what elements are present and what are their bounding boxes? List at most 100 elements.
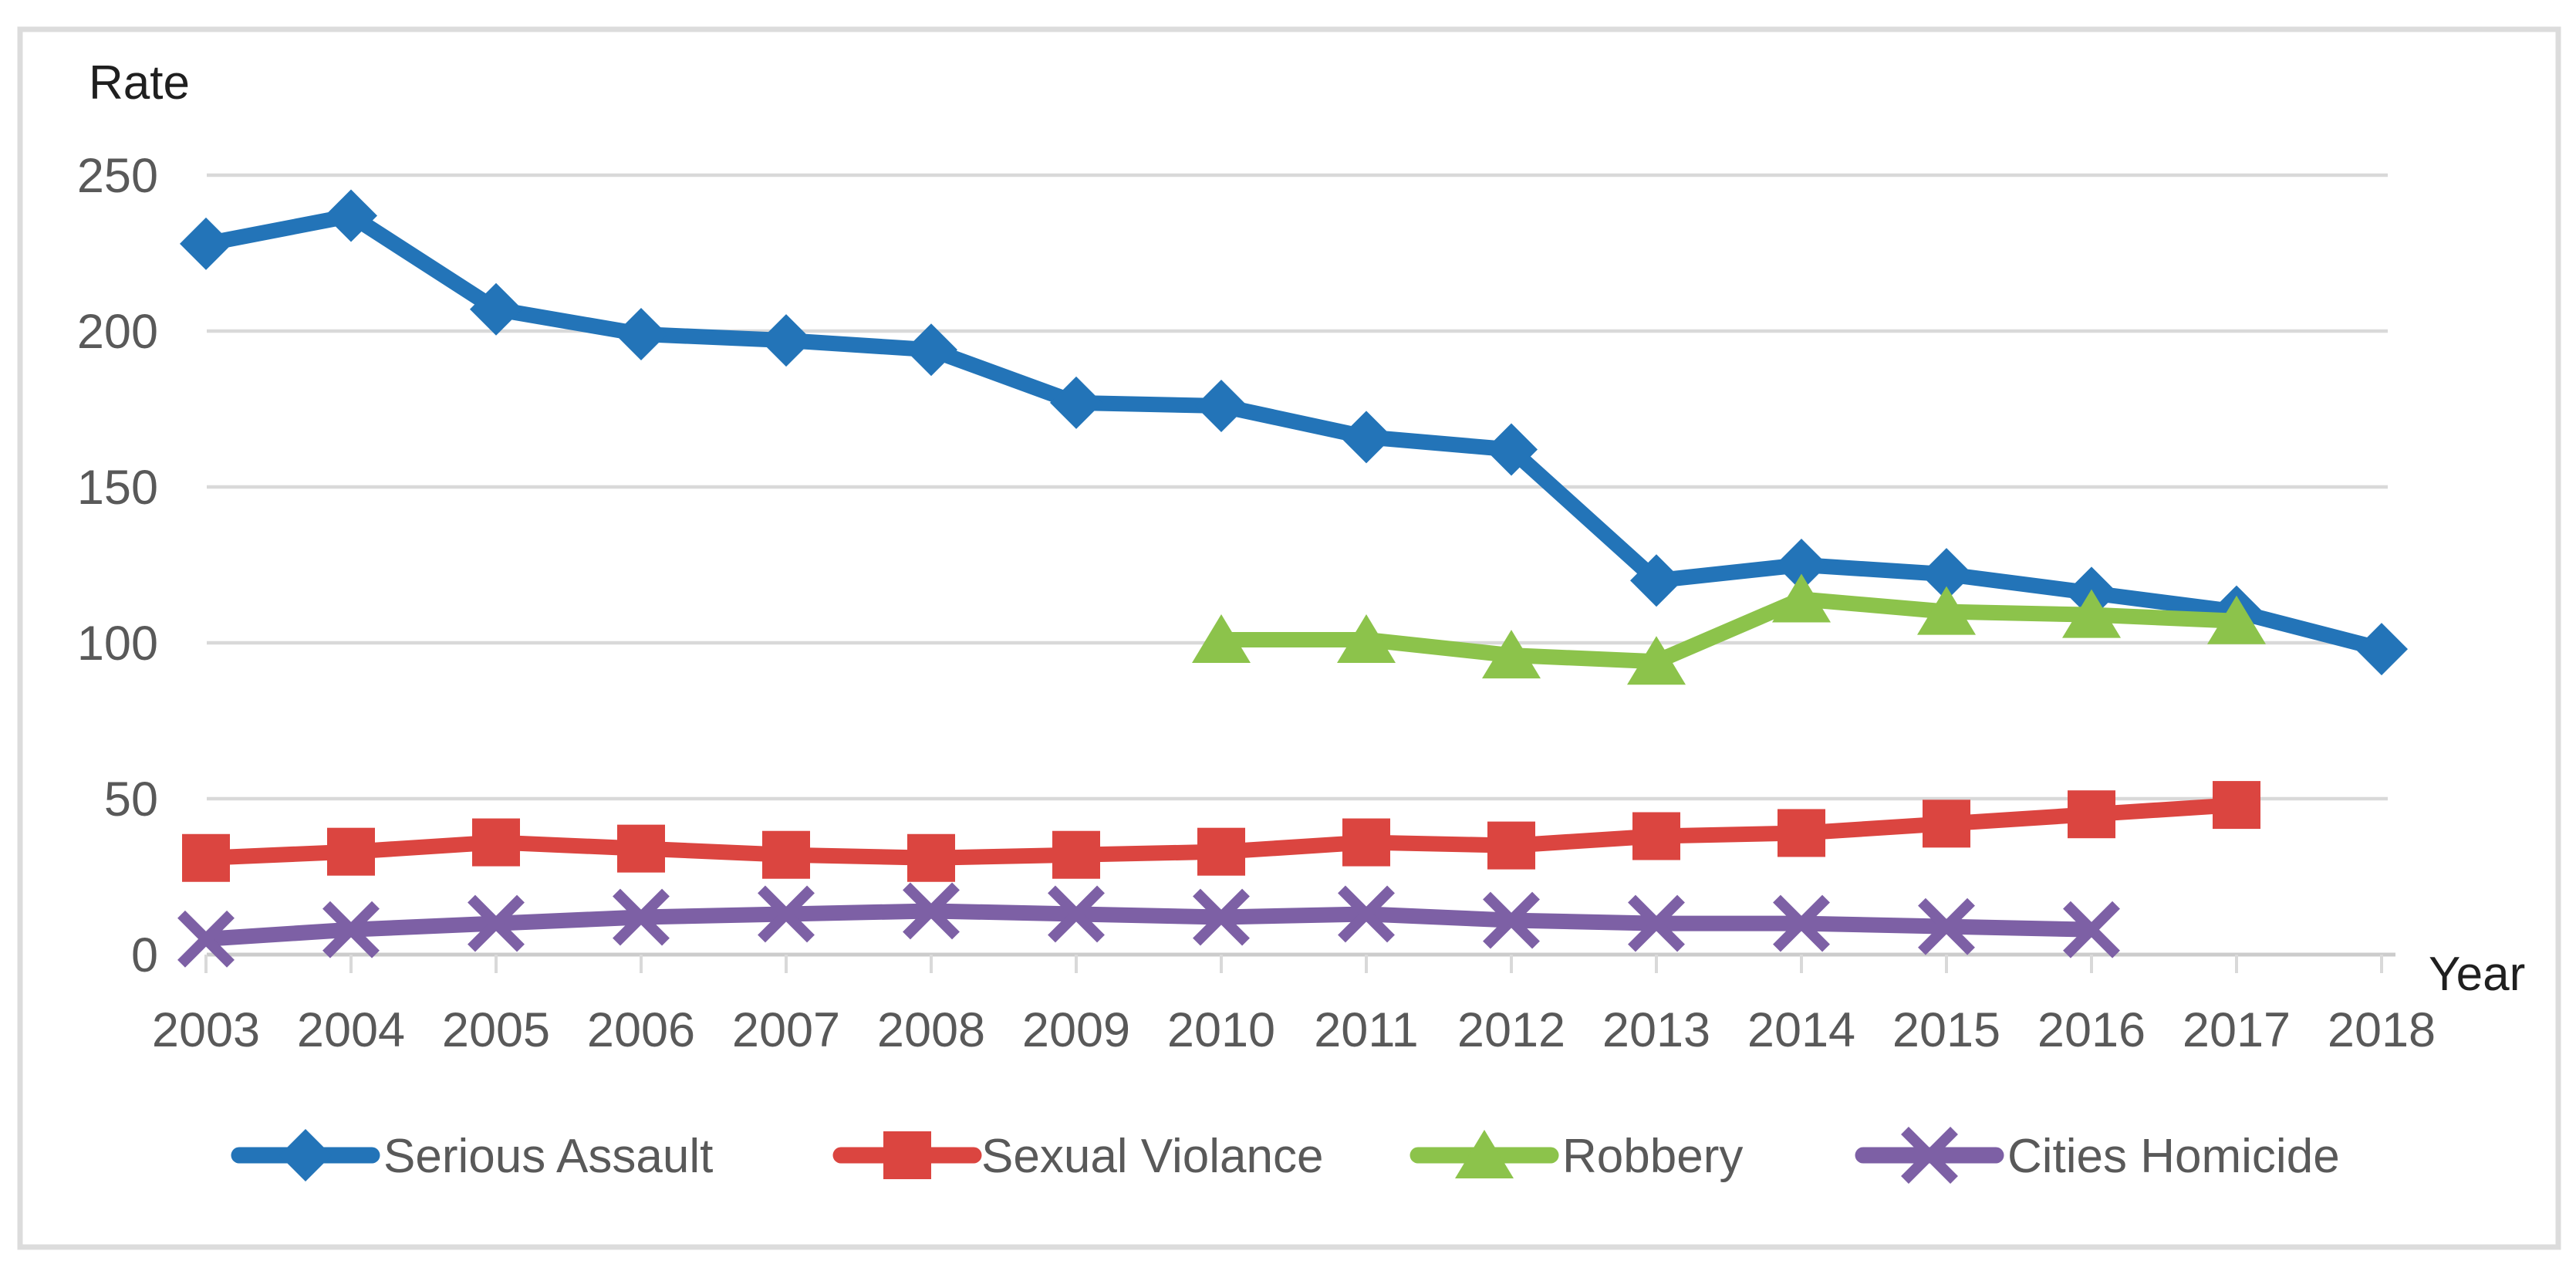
x-tick-label-2011: 2011 <box>1314 1003 1418 1057</box>
series-serious-assault-marker-2007 <box>760 314 812 367</box>
series-robbery-marker-2013 <box>1627 636 1686 685</box>
series-sexual-violance-marker-2014 <box>1778 809 1825 857</box>
series-cities-homicide-marker-2015 <box>1918 897 1975 955</box>
y-tick-label-100: 100 <box>77 617 158 671</box>
series-serious-assault-marker-2011 <box>1340 411 1393 464</box>
legend-diamond-icon <box>279 1129 332 1181</box>
x-tick-label-2018: 2018 <box>2328 1003 2436 1057</box>
series-serious-assault-marker-2015 <box>1920 548 1973 601</box>
y-tick-label-0: 0 <box>131 928 158 982</box>
x-tick-label-2010: 2010 <box>1167 1003 1275 1057</box>
x-tick-label-2014: 2014 <box>1747 1003 1855 1057</box>
series-sexual-violance-marker-2004 <box>327 827 375 876</box>
y-tick-label-50: 50 <box>104 772 158 826</box>
series-sexual-violance-marker-2005 <box>472 818 520 867</box>
series-serious-assault-line <box>198 208 2389 657</box>
legend-label: Sexual Violance <box>981 1130 1324 1183</box>
series-sexual-violance-marker-2013 <box>1632 812 1680 860</box>
series-sexual-violance-marker-2008 <box>907 833 955 882</box>
series-sexual-violance-marker-2012 <box>1487 821 1535 870</box>
series-sexual-violance-marker-2016 <box>2068 790 2115 839</box>
x-tick-label-2016: 2016 <box>2038 1003 2146 1057</box>
series-robbery-line <box>1214 591 2244 670</box>
series-sexual-violance-marker-2015 <box>1923 799 1970 848</box>
legend-item-robbery: Robbery <box>1410 1130 1743 1183</box>
series-robbery-marker-2016 <box>2062 589 2121 638</box>
series-serious-assault-marker-2008 <box>905 323 957 377</box>
legend-label: Robbery <box>1562 1130 1743 1183</box>
series-cities-homicide-marker-2003 <box>177 910 235 968</box>
series-sexual-violance <box>182 781 2260 882</box>
series-sexual-violance-marker-2007 <box>762 830 810 879</box>
legend-item-cities-homicide: Cities Homicide <box>1855 1127 2340 1184</box>
series-cities-homicide-marker-2007 <box>758 885 815 943</box>
series-robbery <box>1192 573 2266 685</box>
series-cities-homicide <box>177 882 2120 968</box>
series-robbery-marker-2014 <box>1772 573 1831 623</box>
x-axis <box>204 952 2395 973</box>
chart-frame-border <box>17 26 2561 1250</box>
x-tick-label-2008: 2008 <box>877 1003 985 1057</box>
legend-xmark-icon <box>1901 1127 1958 1184</box>
y-tick-label-150: 150 <box>77 461 158 515</box>
series-cities-homicide-marker-2006 <box>613 888 670 946</box>
series-cities-homicide-marker-2010 <box>1193 888 1250 946</box>
x-tick-label-2007: 2007 <box>732 1003 840 1057</box>
x-tick-label-2003: 2003 <box>152 1003 260 1057</box>
series-sexual-violance-marker-2003 <box>182 833 230 882</box>
series-serious-assault-marker-2003 <box>180 217 232 270</box>
series-cities-homicide-marker-2016 <box>2063 901 2120 958</box>
series-cities-homicide-marker-2008 <box>903 882 960 940</box>
series-serious-assault-marker-2014 <box>1775 539 1828 591</box>
y-tick-label-250: 250 <box>77 149 158 203</box>
legend: Serious Assault Sexual Violance Robbery Cit… <box>231 1127 2340 1184</box>
series-cities-homicide-marker-2011 <box>1338 885 1395 943</box>
x-tick-label-2013: 2013 <box>1602 1003 1710 1057</box>
series-sexual-violance-marker-2010 <box>1197 827 1245 876</box>
x-tick-label-2004: 2004 <box>297 1003 405 1057</box>
series-robbery-marker-2011 <box>1337 614 1396 663</box>
series-cities-homicide-line <box>198 903 2099 947</box>
x-axis-tick-labels: 2003 2004 2005 2006 2007 2008 2009 2010 2011 2012… <box>152 1003 2436 1057</box>
series-serious-assault-marker-2012 <box>1485 423 1538 476</box>
x-tick-label-2005: 2005 <box>442 1003 550 1057</box>
x-tick-label-2017: 2017 <box>2183 1003 2291 1057</box>
series-sexual-violance-marker-2006 <box>617 824 665 873</box>
series-cities-homicide-marker-2009 <box>1048 885 1105 943</box>
x-tick-label-2012: 2012 <box>1457 1003 1565 1057</box>
legend-label: Serious Assault <box>383 1130 713 1183</box>
series-serious-assault-marker-2005 <box>470 282 522 336</box>
series-layer <box>177 189 2408 968</box>
series-serious-assault-marker-2009 <box>1050 376 1102 429</box>
series-cities-homicide-marker-2004 <box>322 901 380 958</box>
series-serious-assault-marker-2006 <box>615 308 667 361</box>
legend-label: Cities Homicide <box>2007 1130 2340 1183</box>
legend-square-icon <box>883 1131 931 1179</box>
series-serious-assault <box>180 189 2408 676</box>
x-tick-label-2009: 2009 <box>1022 1003 1130 1057</box>
series-cities-homicide-marker-2012 <box>1483 891 1540 949</box>
x-tick-label-2015: 2015 <box>1892 1003 2000 1057</box>
x-tick-label-2006: 2006 <box>587 1003 695 1057</box>
legend-triangle-icon <box>1455 1130 1514 1178</box>
series-serious-assault-marker-2010 <box>1195 379 1247 432</box>
series-robbery-marker-2015 <box>1917 586 1976 635</box>
y-axis-tick-labels: 0 50 100 150 200 250 <box>77 149 158 982</box>
series-sexual-violance-marker-2017 <box>2213 781 2260 830</box>
series-robbery-marker-2017 <box>2207 595 2266 644</box>
legend-item-serious-assault: Serious Assault <box>231 1129 713 1183</box>
series-robbery-marker-2010 <box>1192 614 1251 663</box>
series-serious-assault-marker-2013 <box>1630 554 1683 607</box>
y-tick-label-200: 200 <box>77 305 158 359</box>
y-axis-title: Rate <box>89 56 190 110</box>
series-cities-homicide-marker-2005 <box>468 894 525 952</box>
series-serious-assault-marker-2018 <box>2355 623 2408 676</box>
series-sexual-violance-marker-2011 <box>1342 818 1390 867</box>
series-robbery-marker-2012 <box>1482 630 1541 679</box>
x-axis-title: Year <box>2429 948 2525 1001</box>
series-cities-homicide-marker-2014 <box>1773 894 1830 952</box>
legend-item-sexual-violance: Sexual Violance <box>832 1130 1324 1183</box>
series-cities-homicide-marker-2013 <box>1628 894 1685 952</box>
